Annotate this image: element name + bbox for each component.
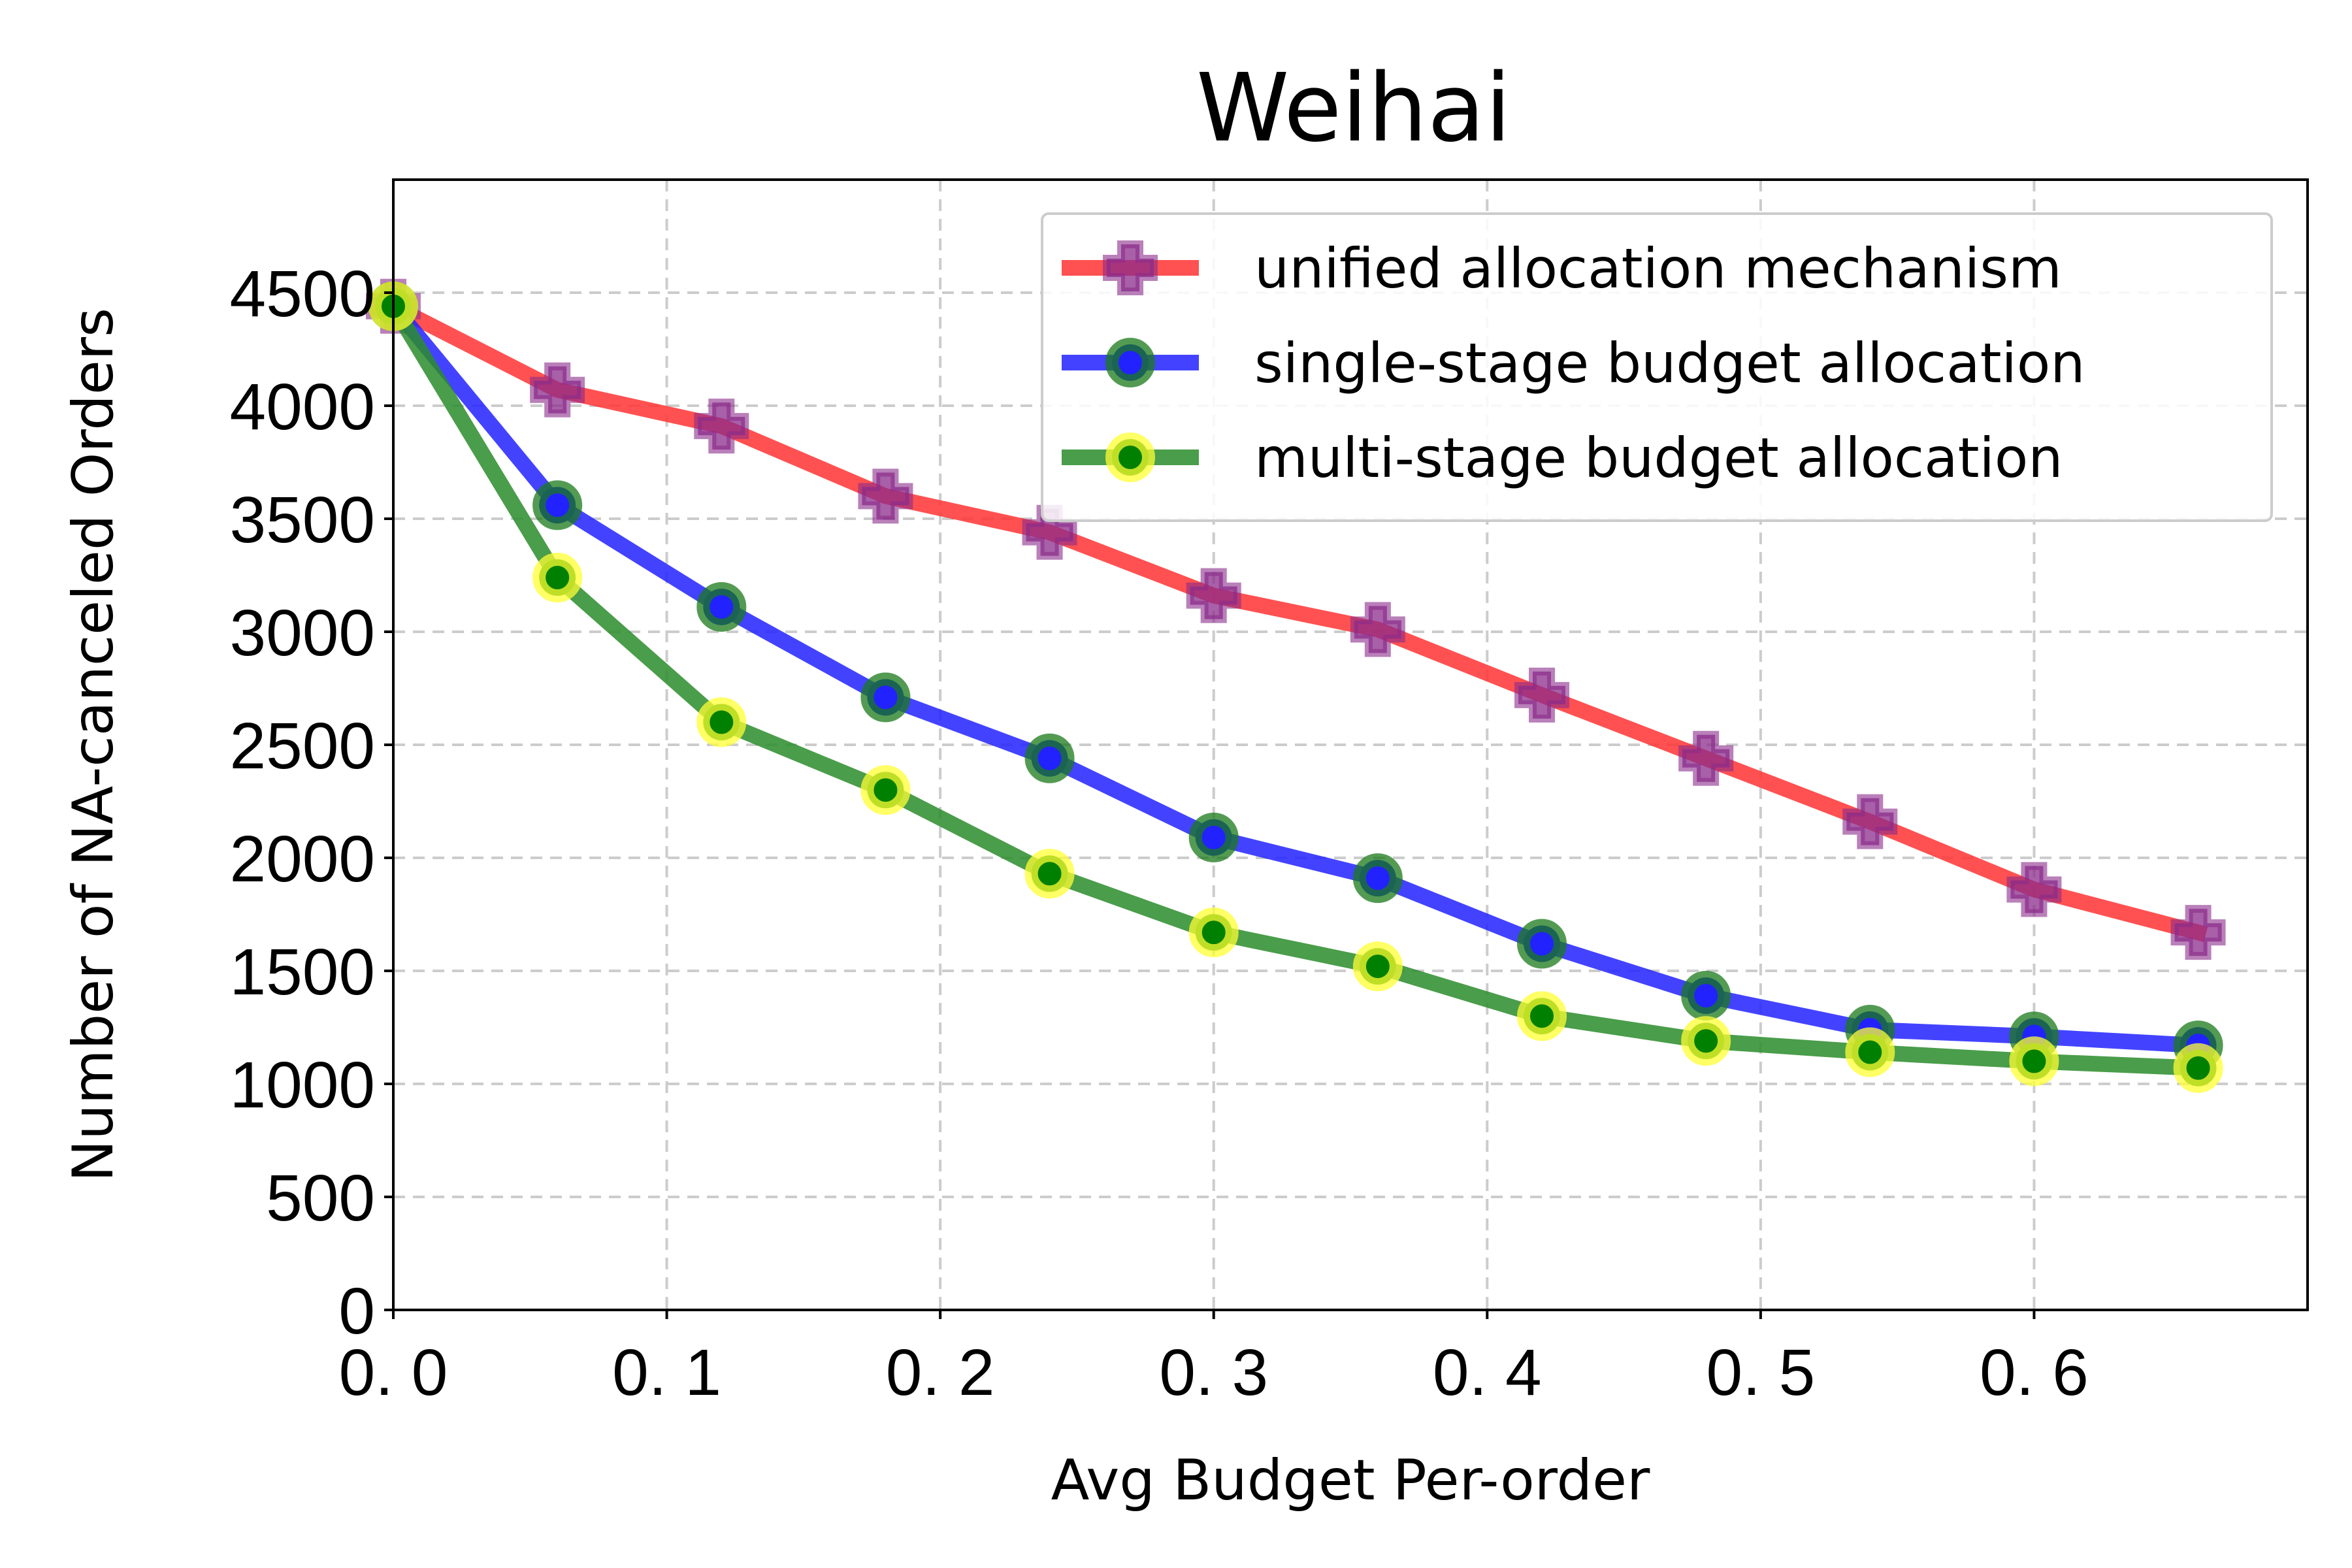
y-tick-label: 500: [266, 1162, 375, 1235]
data-point: [1024, 733, 1075, 783]
data-point: [1842, 794, 1898, 849]
legend-label: multi-stage budget allocation: [1254, 426, 2063, 490]
data-point: [696, 697, 747, 747]
data-point: [1514, 667, 1569, 723]
data-point: [1350, 602, 1405, 657]
x-tick-label: 0. 3: [1159, 1336, 1268, 1409]
data-point: [860, 672, 911, 723]
chart-title: Weihai: [1196, 53, 1511, 163]
y-tick-label: 2000: [230, 823, 375, 896]
legend-label: single-stage budget allocation: [1254, 331, 2085, 395]
data-point: [1022, 504, 1077, 560]
legend-entry: multi-stage budget allocation: [1062, 426, 2063, 490]
legend-entry: unified allocation mechanism: [1062, 237, 2062, 301]
data-point: [530, 362, 585, 417]
legend-entries: unified allocation mechanism single-stage…: [1062, 237, 2085, 490]
legend-frame: [1041, 212, 2273, 522]
data-point: [1186, 568, 1241, 623]
series-3: [368, 281, 2223, 1093]
data-point: [1678, 730, 1734, 786]
data-point: [2170, 905, 2226, 960]
x-tick-label: 0. 6: [1980, 1336, 2089, 1409]
y-tick-label: 3000: [230, 596, 375, 670]
x-axis-label: Avg Budget Per-order: [1051, 1448, 1650, 1513]
series-line: [382, 295, 2207, 1077]
data-point: [1517, 991, 1567, 1041]
data-point: [2173, 1043, 2223, 1093]
data-point: [696, 581, 747, 632]
data-point: [1024, 849, 1075, 899]
legend-marker: [1103, 240, 1158, 295]
series-line: [382, 295, 2207, 1054]
y-axis-label: Number of NA-canceled Orders: [61, 308, 126, 1182]
data-point: [858, 468, 913, 524]
data-point: [1352, 853, 1403, 904]
data-point: [1188, 812, 1239, 862]
y-tick-label: 3500: [230, 483, 375, 557]
y-tick-label: 2500: [230, 710, 375, 783]
data-point: [860, 765, 911, 815]
data-point: [1188, 907, 1239, 958]
x-tick-label: 0. 4: [1433, 1336, 1542, 1409]
data-point: [532, 480, 583, 531]
data-point: [1352, 941, 1403, 992]
x-tick-label: 0. 1: [612, 1336, 721, 1409]
data-point: [1845, 1027, 1895, 1077]
x-tick-label: 0. 5: [1706, 1336, 1815, 1409]
data-point: [1681, 1016, 1731, 1066]
data-point: [1517, 919, 1567, 969]
series-layer: [366, 278, 2226, 1093]
y-tick-label: 4000: [230, 370, 375, 444]
y-tick-label: 1500: [230, 936, 375, 1009]
data-point: [2009, 1036, 2059, 1086]
legend: unified allocation mechanism single-stage…: [1041, 212, 2273, 522]
x-tick-label: 0. 0: [339, 1336, 448, 1409]
legend-marker: [1105, 338, 1155, 387]
legend-marker: [1105, 433, 1155, 482]
legend-label: unified allocation mechanism: [1254, 237, 2062, 301]
data-point: [2006, 862, 2062, 917]
y-tick-label: 0: [338, 1275, 375, 1348]
y-tick-label: 4500: [230, 257, 375, 331]
x-tick-label: 0. 2: [886, 1336, 995, 1409]
ticks: 0. 0 0. 1 0. 2 0. 3 0. 4 0. 5 0. 6 0 500 1000 1500…: [230, 257, 2089, 1409]
y-tick-label: 1000: [230, 1049, 375, 1122]
legend-entry: single-stage budget allocation: [1062, 331, 2085, 395]
data-point: [532, 552, 583, 602]
data-point: [1681, 971, 1731, 1021]
data-point: [694, 399, 749, 454]
